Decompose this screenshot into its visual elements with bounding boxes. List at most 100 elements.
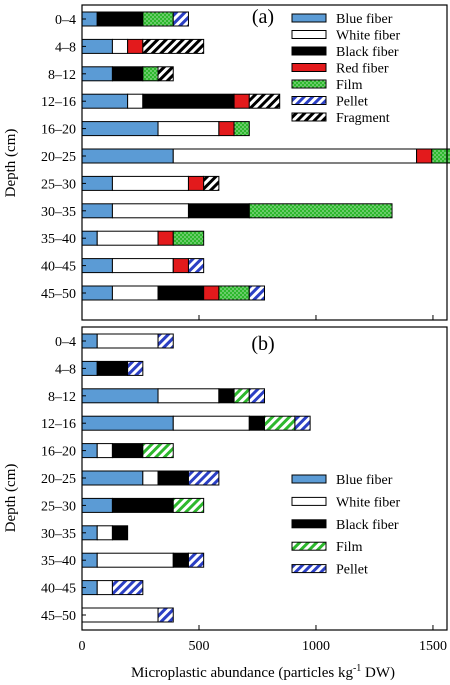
y-tick-label: 30–35 <box>41 205 76 220</box>
bar-white-fiber-9 <box>96 230 159 246</box>
y-tick-label: 20–25 <box>41 150 76 165</box>
bar-film-7 <box>172 497 205 513</box>
bar-white-fiber-5 <box>96 443 113 459</box>
legend-swatch-black-fiber <box>291 46 327 56</box>
bar-film-3 <box>233 388 250 404</box>
legend-label-red-fiber: Red fiber <box>336 62 389 77</box>
bar-film-3 <box>142 66 159 82</box>
y-tick-label: 12–16 <box>41 417 76 432</box>
legend-swatch-black-fiber <box>291 519 327 529</box>
bar-red-fiber-7 <box>187 175 205 191</box>
bar-pellet-1 <box>172 11 189 27</box>
bar-film-11 <box>218 285 250 301</box>
bar-black-fiber-8 <box>111 525 129 541</box>
bar-film-4 <box>264 415 296 431</box>
bar-white-fiber-6 <box>142 470 159 486</box>
panel-label: (a) <box>252 6 274 28</box>
bar-black-fiber-2 <box>96 360 129 376</box>
legend-swatch-pellet <box>291 564 327 574</box>
bar-blue-fiber-11 <box>81 285 113 301</box>
bar-black-fiber-1 <box>96 11 144 27</box>
y-tick-label: 40–45 <box>41 582 76 597</box>
y-tick-label: 12–16 <box>41 95 76 110</box>
bar-pellet-11 <box>248 285 266 301</box>
legend-swatch-pellet <box>291 96 327 105</box>
bar-black-fiber-6 <box>157 470 189 486</box>
x-tick-label: 0 <box>79 639 86 654</box>
bar-white-fiber-8 <box>111 203 189 219</box>
y-tick-label: 30–35 <box>41 527 76 542</box>
bar-blue-fiber-4 <box>81 93 129 109</box>
panel-label: (b) <box>251 333 274 355</box>
bar-white-fiber-11 <box>111 285 159 301</box>
y-tick-label: 35–40 <box>41 554 76 569</box>
y-tick-label: 25–30 <box>41 177 76 192</box>
bar-film-8 <box>248 203 393 219</box>
legend-label-black-fiber: Black fiber <box>336 518 399 533</box>
plot-frame <box>81 326 448 631</box>
bar-red-fiber-2 <box>127 38 144 54</box>
bar-pellet-10 <box>187 258 205 274</box>
bar-red-fiber-11 <box>203 285 220 301</box>
bar-blue-fiber-5 <box>81 121 159 137</box>
bar-blue-fiber-3 <box>81 66 113 82</box>
legend-label-film: Film <box>336 540 363 555</box>
bar-white-fiber-4 <box>172 415 250 431</box>
bar-pellet-4 <box>294 415 311 431</box>
legend-label-blue-fiber: Blue fiber <box>336 473 393 488</box>
plot-frame <box>81 4 448 321</box>
legend-swatch-film <box>291 541 327 551</box>
y-tick-label: 25–30 <box>41 499 76 514</box>
bar-fragment-3 <box>157 66 174 82</box>
bar-blue-fiber-6 <box>81 148 174 164</box>
x-tick-label: 500 <box>188 639 209 654</box>
y-tick-label: 0–4 <box>55 335 76 350</box>
legend-label-film: Film <box>336 78 363 93</box>
bar-black-fiber-9 <box>172 552 189 568</box>
bar-pellet-11 <box>157 607 174 623</box>
bar-pellet-1 <box>157 333 174 349</box>
legend-label-pellet: Pellet <box>336 563 368 578</box>
y-tick-label: 16–20 <box>41 123 76 138</box>
bar-black-fiber-11 <box>157 285 205 301</box>
y-tick-label: 35–40 <box>41 232 76 247</box>
bar-fragment-2 <box>142 38 205 54</box>
bar-black-fiber-4 <box>142 93 235 109</box>
bar-red-fiber-5 <box>218 121 235 137</box>
bar-fragment-4 <box>248 93 281 109</box>
bar-red-fiber-4 <box>233 93 250 109</box>
y-tick-label: 16–20 <box>41 445 76 460</box>
bar-blue-fiber-8 <box>81 203 113 219</box>
panel-b: 0–4 4–8 8–12 12–16 16–20 20–25 25–30 30–35 35–40… <box>41 326 448 654</box>
bar-black-fiber-8 <box>187 203 250 219</box>
bar-black-fiber-4 <box>248 415 266 431</box>
legend-label-white-fiber: White fiber <box>336 29 400 44</box>
bar-film-9 <box>172 230 205 246</box>
y-tick-label: 4–8 <box>55 362 76 377</box>
bar-white-fiber-7 <box>111 175 189 191</box>
bar-pellet-9 <box>187 552 205 568</box>
bar-blue-fiber-3 <box>81 388 159 404</box>
bar-white-fiber-2 <box>111 38 129 54</box>
bar-pellet-3 <box>248 388 266 404</box>
legend-swatch-blue-fiber <box>291 474 327 484</box>
x-tick-label: 1000 <box>302 639 330 654</box>
legend-label-fragment: Fragment <box>336 111 390 126</box>
legend-swatch-blue-fiber <box>291 13 327 23</box>
bar-blue-fiber-7 <box>81 175 113 191</box>
bar-black-fiber-3 <box>111 66 144 82</box>
bar-blue-fiber-2 <box>81 38 113 54</box>
bar-white-fiber-3 <box>157 388 220 404</box>
bar-white-fiber-4 <box>127 93 144 109</box>
y-tick-label: 45–50 <box>41 287 76 302</box>
legend-swatch-film <box>291 79 327 89</box>
bar-red-fiber-9 <box>157 230 174 246</box>
bar-white-fiber-10 <box>96 580 113 596</box>
bar-white-fiber-5 <box>157 121 220 137</box>
legend-swatch-fragment <box>291 112 327 122</box>
bar-white-fiber-10 <box>111 258 174 274</box>
bar-blue-fiber-4 <box>81 415 174 431</box>
legend-label-black-fiber: Black fiber <box>336 45 399 60</box>
y-tick-label: 8–12 <box>48 390 76 405</box>
panel-a: 0–4 4–8 8–12 12–16 16–20 20–25 25–30 30–35 35–40… <box>41 4 450 321</box>
